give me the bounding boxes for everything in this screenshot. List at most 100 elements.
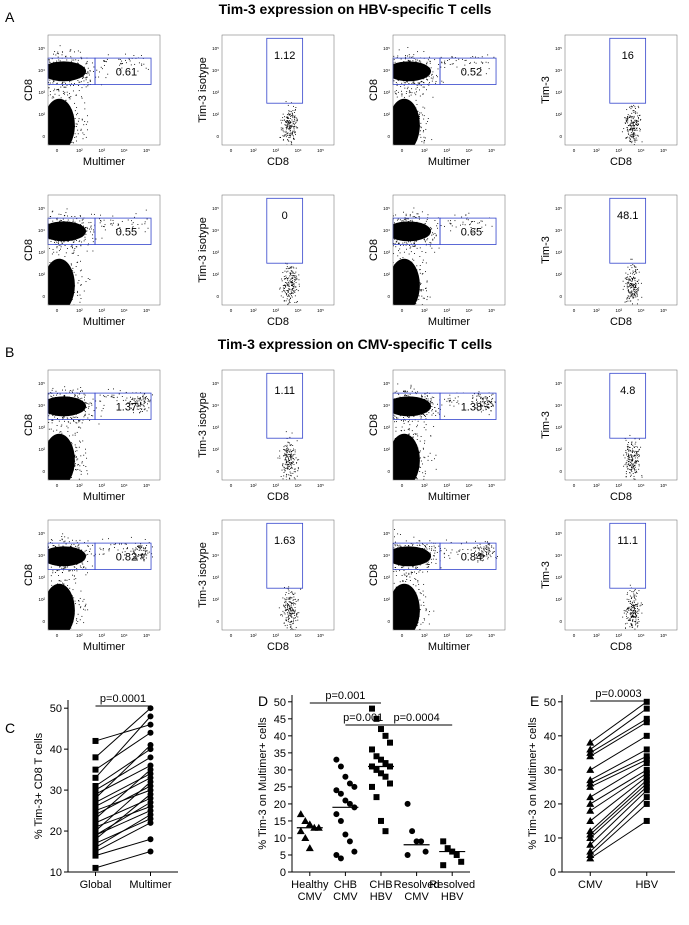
event-dot xyxy=(72,247,73,248)
event-dot xyxy=(394,154,395,155)
event-dot xyxy=(65,482,66,483)
event-dot xyxy=(77,412,78,413)
event-dot xyxy=(397,73,398,74)
event-dot xyxy=(428,214,429,215)
event-dot xyxy=(391,119,392,120)
event-dot xyxy=(405,71,406,72)
event-dot xyxy=(72,75,73,76)
event-dot xyxy=(41,106,42,107)
event-dot xyxy=(63,294,64,295)
event-dot xyxy=(51,129,52,130)
event-dot xyxy=(33,66,34,67)
event-dot xyxy=(432,78,433,79)
event-dot xyxy=(76,123,77,124)
event-dot xyxy=(137,224,138,225)
event-dot xyxy=(284,116,285,117)
event-dot xyxy=(131,64,132,65)
event-dot xyxy=(403,233,404,234)
event-dot xyxy=(60,480,61,481)
event-dot xyxy=(401,400,402,401)
event-dot xyxy=(77,77,78,78)
event-dot xyxy=(66,102,67,103)
event-dot xyxy=(82,461,83,462)
event-dot xyxy=(418,237,419,238)
event-dot xyxy=(56,314,57,315)
event-dot xyxy=(633,122,634,123)
event-dot xyxy=(411,280,412,281)
event-dot xyxy=(78,50,79,51)
event-dot xyxy=(421,418,422,419)
event-dot xyxy=(389,277,390,278)
x-tick-label: 10⁴ xyxy=(638,148,645,153)
event-dot xyxy=(403,69,404,70)
event-dot xyxy=(631,267,632,268)
event-dot xyxy=(293,275,294,276)
event-dot xyxy=(75,469,76,470)
event-dot xyxy=(632,137,633,138)
event-dot xyxy=(46,231,47,232)
event-dot xyxy=(67,208,68,209)
event-dot xyxy=(60,240,61,241)
event-dot xyxy=(415,59,416,60)
event-dot xyxy=(54,401,55,402)
event-dot xyxy=(75,110,76,111)
event-dot xyxy=(417,118,418,119)
event-dot xyxy=(433,426,434,427)
event-dot xyxy=(81,236,82,237)
event-dot xyxy=(65,234,66,235)
event-dot xyxy=(67,64,68,65)
event-dot xyxy=(88,73,89,74)
event-dot xyxy=(632,129,633,130)
event-dot xyxy=(291,457,292,458)
event-dot xyxy=(65,390,66,391)
event-dot xyxy=(292,117,293,118)
event-dot xyxy=(411,64,412,65)
event-dot xyxy=(77,75,78,76)
event-dot xyxy=(414,118,415,119)
event-dot xyxy=(456,60,457,61)
event-dot xyxy=(287,452,288,453)
event-dot xyxy=(59,401,60,402)
event-dot xyxy=(404,119,405,120)
y-tick-label: 10⁵ xyxy=(38,46,45,51)
event-dot xyxy=(63,288,64,289)
event-dot xyxy=(631,121,632,122)
event-dot xyxy=(448,220,449,221)
event-dot xyxy=(428,400,429,401)
event-dot xyxy=(288,303,289,304)
event-dot xyxy=(398,409,399,410)
event-dot xyxy=(291,289,292,290)
event-dot xyxy=(54,459,55,460)
event-dot xyxy=(389,153,390,154)
event-dot xyxy=(137,71,138,72)
event-dot xyxy=(638,106,639,107)
event-dot xyxy=(416,284,417,285)
event-dot xyxy=(58,53,59,54)
events xyxy=(622,105,643,147)
event-dot xyxy=(57,400,58,401)
event-dot xyxy=(65,74,66,75)
event-dot xyxy=(426,63,427,64)
event-dot xyxy=(407,400,408,401)
event-dot xyxy=(286,300,287,301)
event-dot xyxy=(407,75,408,76)
event-dot xyxy=(422,251,423,252)
event-dot xyxy=(390,217,391,218)
event-dot xyxy=(296,276,297,277)
event-dot xyxy=(412,414,413,415)
event-dot xyxy=(290,464,291,465)
event-dot xyxy=(411,128,412,129)
event-dot xyxy=(398,228,399,229)
event-dot xyxy=(415,461,416,462)
event-dot xyxy=(427,395,428,396)
event-dot xyxy=(406,268,407,269)
event-dot xyxy=(384,246,385,247)
event-dot xyxy=(462,224,463,225)
event-dot xyxy=(60,293,61,294)
event-dot xyxy=(68,70,69,71)
event-dot xyxy=(289,486,290,487)
event-dot xyxy=(45,115,46,116)
events xyxy=(279,263,300,312)
event-dot xyxy=(54,126,55,127)
event-dot xyxy=(43,286,44,287)
